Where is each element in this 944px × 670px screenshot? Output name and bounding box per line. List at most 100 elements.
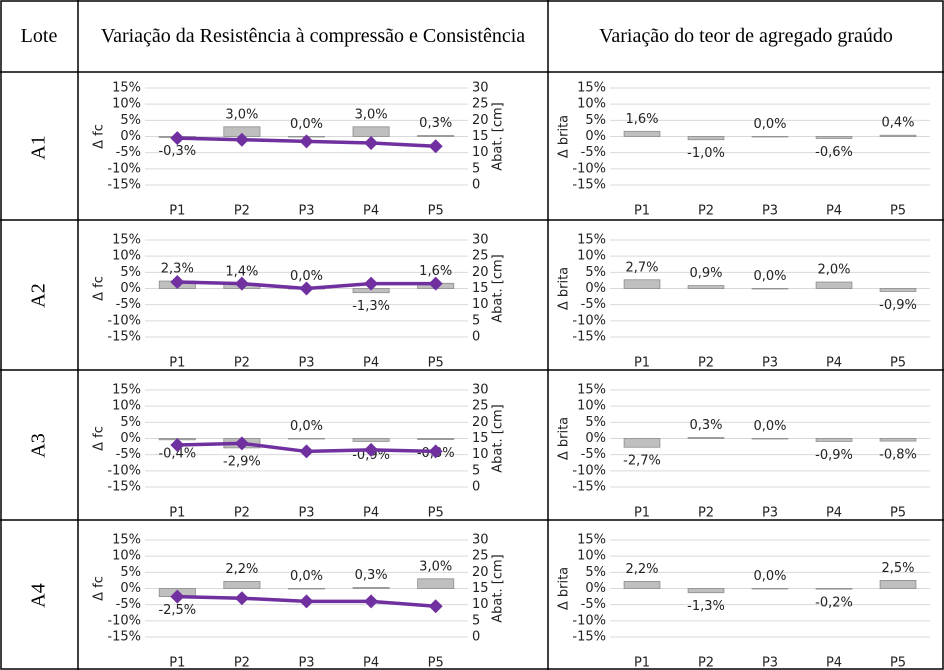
- y-tick-label: -15%: [107, 630, 141, 645]
- y-axis-label: Δ fc: [92, 124, 107, 149]
- y2-tick-label: 5: [472, 613, 480, 628]
- y-tick-label: -15%: [572, 178, 606, 193]
- line-marker: [364, 276, 379, 291]
- bar: [288, 438, 325, 440]
- y2-tick-label: 30: [472, 383, 489, 398]
- data-label: -0,4%: [158, 446, 196, 461]
- y-axis-label: Δ fc: [92, 276, 107, 301]
- line-marker: [170, 589, 185, 604]
- x-tick-label: P1: [169, 656, 185, 670]
- y-tick-label: -5%: [581, 297, 606, 312]
- y-tick-label: 10%: [577, 399, 606, 414]
- y2-tick-label: 15: [472, 431, 489, 446]
- line-marker: [299, 281, 314, 296]
- data-label: -0,6%: [815, 145, 853, 160]
- y2-tick-label: 10: [472, 297, 489, 312]
- y-tick-label: -10%: [107, 613, 141, 628]
- y2-tick-label: 25: [472, 97, 489, 112]
- data-label: 1,6%: [625, 112, 658, 127]
- data-label: -0,3%: [158, 144, 196, 159]
- y-tick-label: 0%: [120, 581, 141, 596]
- y-tick-label: 10%: [112, 249, 141, 264]
- bar: [623, 580, 661, 589]
- data-label: 0,0%: [290, 419, 323, 434]
- y2-tick-label: 0: [472, 178, 480, 193]
- y2-tick-label: 25: [472, 249, 489, 264]
- x-tick-label: P3: [762, 204, 778, 219]
- bar: [687, 136, 725, 141]
- x-tick-label: P3: [762, 656, 778, 670]
- y-tick-label: 15%: [577, 533, 606, 548]
- line-marker: [234, 132, 249, 147]
- row-label: A2: [0, 220, 78, 370]
- data-label: 3,0%: [225, 107, 258, 122]
- x-tick-label: P3: [762, 356, 778, 371]
- data-label: 2,0%: [817, 263, 850, 278]
- bar: [879, 288, 917, 292]
- y-tick-label: -10%: [107, 161, 141, 176]
- data-label: 0,0%: [290, 269, 323, 284]
- y-tick-label: -5%: [581, 145, 606, 160]
- y-tick-label: -5%: [581, 597, 606, 612]
- y2-tick-label: 30: [472, 81, 489, 96]
- x-tick-label: P1: [634, 506, 650, 521]
- data-label: 2,5%: [881, 561, 914, 576]
- x-tick-label: P1: [634, 204, 650, 219]
- bar: [417, 578, 455, 589]
- data-label: 0,0%: [290, 117, 323, 132]
- y-tick-label: 15%: [112, 383, 141, 398]
- bar: [751, 288, 789, 290]
- y-tick-label: 0%: [120, 281, 141, 296]
- bar: [623, 130, 661, 137]
- y-axis-label: Δ brita: [557, 417, 572, 460]
- x-tick-label: P1: [634, 356, 650, 371]
- x-tick-label: P2: [698, 356, 714, 371]
- line-marker: [364, 135, 379, 150]
- bar: [751, 588, 789, 590]
- y-tick-label: -15%: [107, 480, 141, 495]
- y-tick-label: 15%: [577, 81, 606, 96]
- x-tick-label: P5: [890, 356, 906, 371]
- x-tick-label: P5: [428, 506, 444, 521]
- x-tick-label: P4: [363, 506, 379, 521]
- y-tick-label: 10%: [112, 549, 141, 564]
- y-tick-label: 5%: [120, 265, 141, 280]
- bar: [288, 588, 325, 590]
- y-tick-label: -15%: [107, 178, 141, 193]
- data-label: -2,5%: [158, 603, 196, 618]
- row-label: A3: [0, 370, 78, 520]
- y2-tick-label: 5: [472, 463, 480, 478]
- header-cell: Lote: [20, 25, 58, 47]
- y-tick-label: -5%: [116, 447, 141, 462]
- y2-axis-label: Abat. [cm]: [491, 102, 506, 170]
- y2-tick-label: 25: [472, 549, 489, 564]
- y2-tick-label: 15: [472, 581, 489, 596]
- row-label-text: A2: [27, 282, 50, 308]
- y-tick-label: -5%: [116, 597, 141, 612]
- data-label: -0,2%: [815, 596, 853, 611]
- y-tick-label: 5%: [120, 113, 141, 128]
- y-tick-label: -15%: [572, 330, 606, 345]
- y-tick-label: -5%: [581, 447, 606, 462]
- bar: [623, 438, 661, 448]
- y2-axis-label: Abat. [cm]: [491, 254, 506, 322]
- y2-axis-label: Abat. [cm]: [491, 404, 506, 472]
- line-marker: [428, 444, 443, 459]
- header-cell: Variação do teor de agregado graúdo: [599, 25, 893, 47]
- row-label-text: A4: [27, 582, 50, 608]
- data-label: 2,3%: [161, 262, 194, 277]
- y2-tick-label: 20: [472, 113, 489, 128]
- data-label: 2,2%: [225, 562, 258, 577]
- x-tick-label: P4: [363, 656, 379, 670]
- x-tick-label: P5: [428, 656, 444, 670]
- x-tick-label: P5: [428, 204, 444, 219]
- x-tick-label: P4: [363, 356, 379, 371]
- bar: [623, 279, 661, 289]
- y-tick-label: 10%: [577, 249, 606, 264]
- y2-tick-label: 15: [472, 129, 489, 144]
- bar: [751, 136, 789, 138]
- bar: [352, 126, 390, 137]
- row-label: A4: [0, 520, 78, 670]
